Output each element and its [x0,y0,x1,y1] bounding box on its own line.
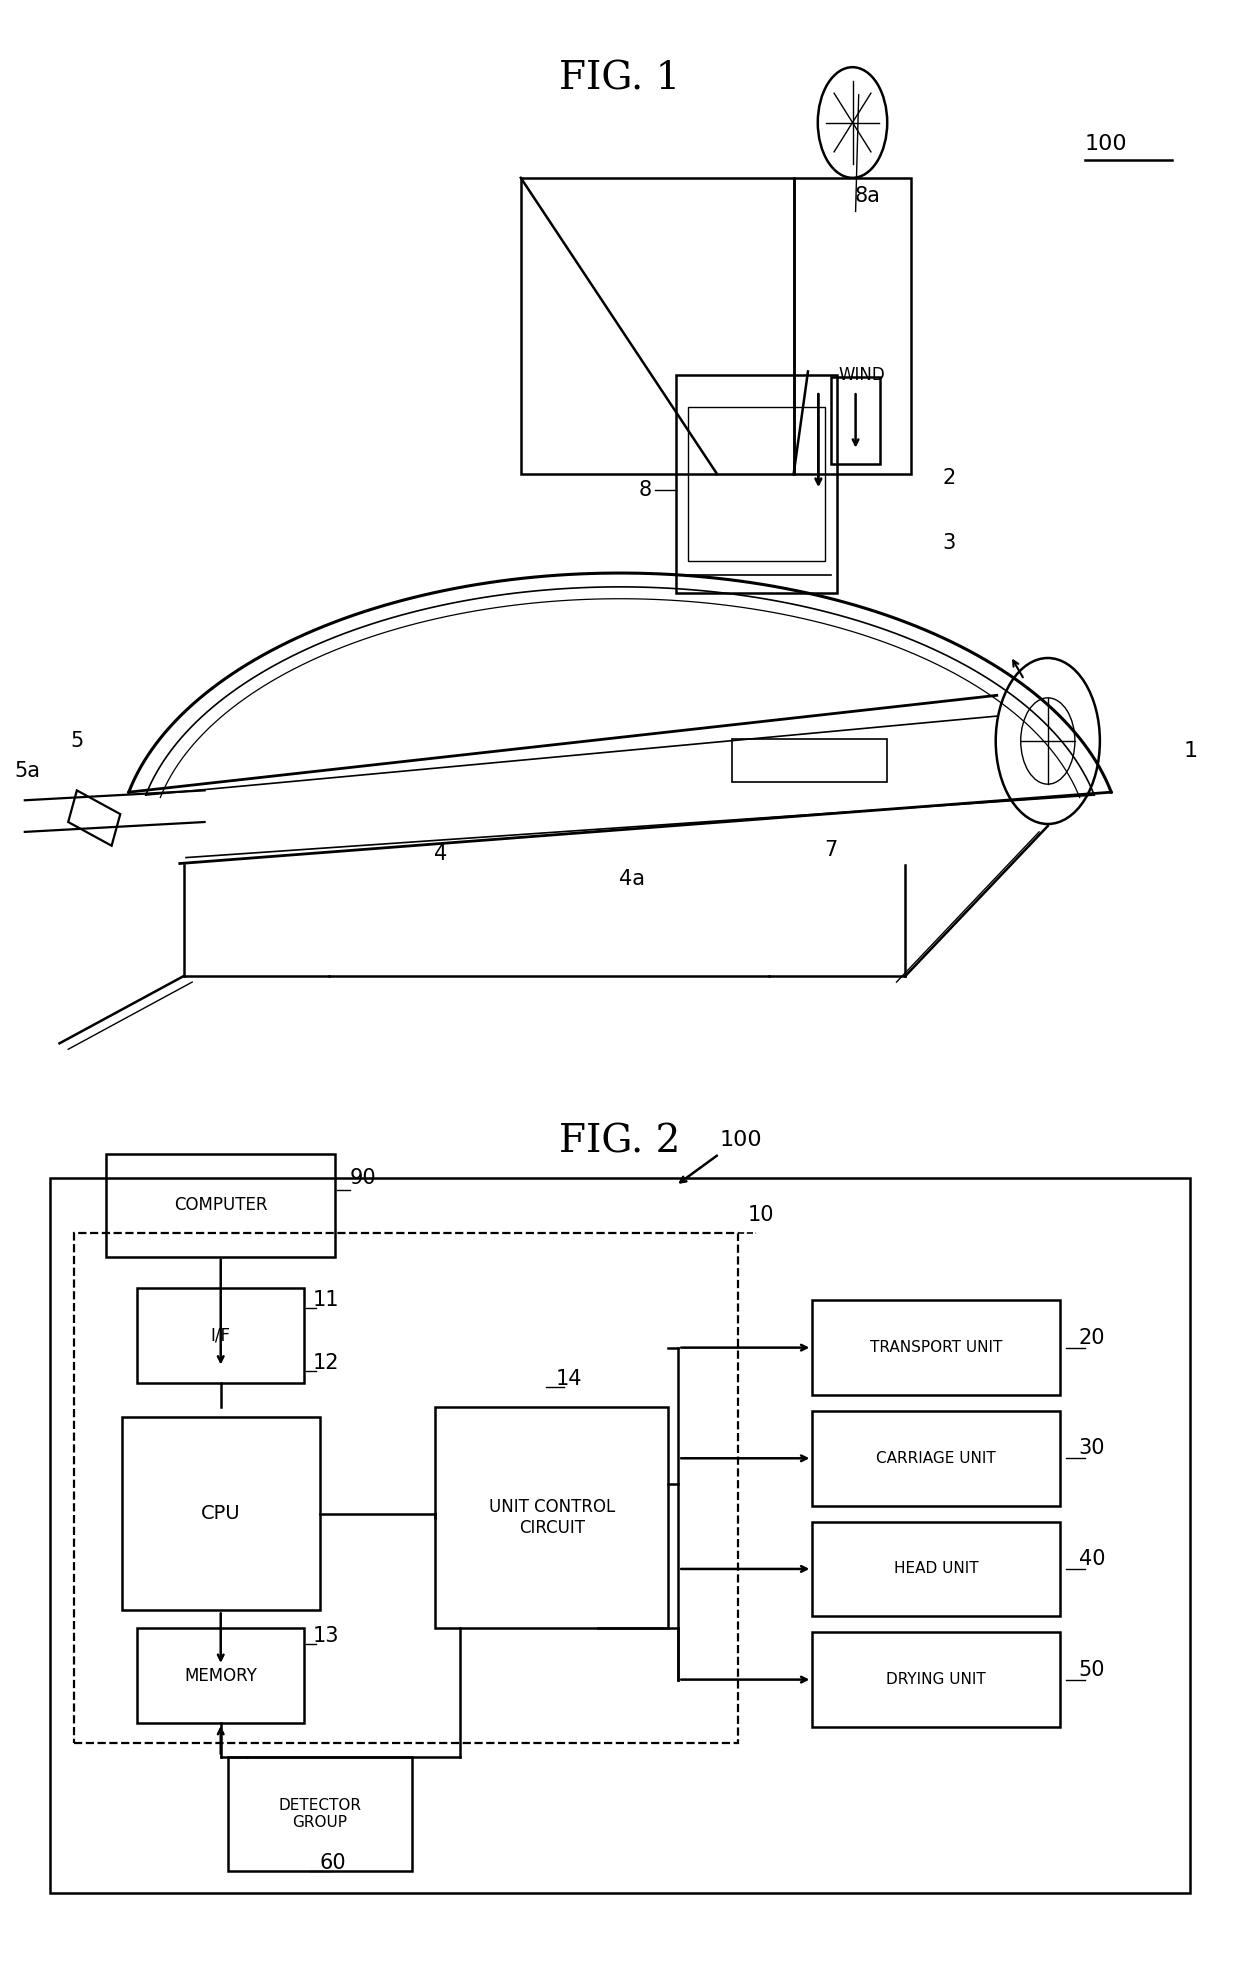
Text: 5: 5 [71,731,83,751]
Bar [74,1233,738,1743]
Bar [105,1154,335,1257]
Text: FIG. 1: FIG. 1 [559,61,681,97]
Bar [435,1407,668,1628]
Text: CARRIAGE UNIT: CARRIAGE UNIT [877,1450,996,1466]
Text: 50: 50 [1079,1660,1105,1680]
Text: CPU: CPU [201,1504,241,1523]
Text: 30: 30 [1079,1439,1105,1458]
Text: 90: 90 [350,1168,376,1188]
Text: 3: 3 [942,534,956,553]
Text: I/F: I/F [211,1326,231,1346]
Text: 20: 20 [1079,1328,1105,1348]
Text: WIND: WIND [838,366,885,385]
Text: COMPUTER: COMPUTER [174,1195,268,1215]
Bar [521,178,794,474]
Bar [688,407,825,561]
Text: UNIT CONTROL
CIRCUIT: UNIT CONTROL CIRCUIT [489,1498,615,1537]
Text: 14: 14 [556,1369,582,1389]
Text: 2: 2 [942,468,956,488]
Text: 4a: 4a [620,869,645,889]
Text: 11: 11 [312,1290,339,1310]
Bar [732,739,887,782]
Text: DRYING UNIT: DRYING UNIT [887,1672,986,1688]
Text: 4: 4 [434,844,446,864]
Text: HEAD UNIT: HEAD UNIT [894,1561,978,1577]
Bar [812,1300,1060,1395]
Text: 13: 13 [312,1626,339,1646]
Bar [812,1632,1060,1727]
Text: 12: 12 [312,1354,339,1373]
Text: FIG. 2: FIG. 2 [559,1124,681,1160]
Text: 60: 60 [320,1853,346,1873]
Text: MEMORY: MEMORY [185,1666,257,1686]
Text: DETECTOR
GROUP: DETECTOR GROUP [279,1798,361,1830]
Text: 5a: 5a [15,761,40,781]
Bar [812,1411,1060,1506]
Bar [136,1288,304,1383]
Bar [676,375,837,593]
Text: 100: 100 [719,1130,761,1150]
Text: 8: 8 [639,480,652,500]
Text: 7: 7 [825,840,837,860]
Bar [122,1417,320,1610]
Text: TRANSPORT UNIT: TRANSPORT UNIT [870,1340,1002,1356]
Bar [136,1628,304,1723]
Bar [228,1757,412,1871]
Bar [50,1178,1190,1893]
Text: 10: 10 [748,1205,774,1225]
Text: 1: 1 [1183,741,1198,761]
Bar [812,1522,1060,1616]
Text: 100: 100 [1085,134,1127,154]
Bar [794,178,911,474]
Text: 8a: 8a [856,186,880,206]
Bar [831,377,880,464]
Text: 40: 40 [1079,1549,1105,1569]
